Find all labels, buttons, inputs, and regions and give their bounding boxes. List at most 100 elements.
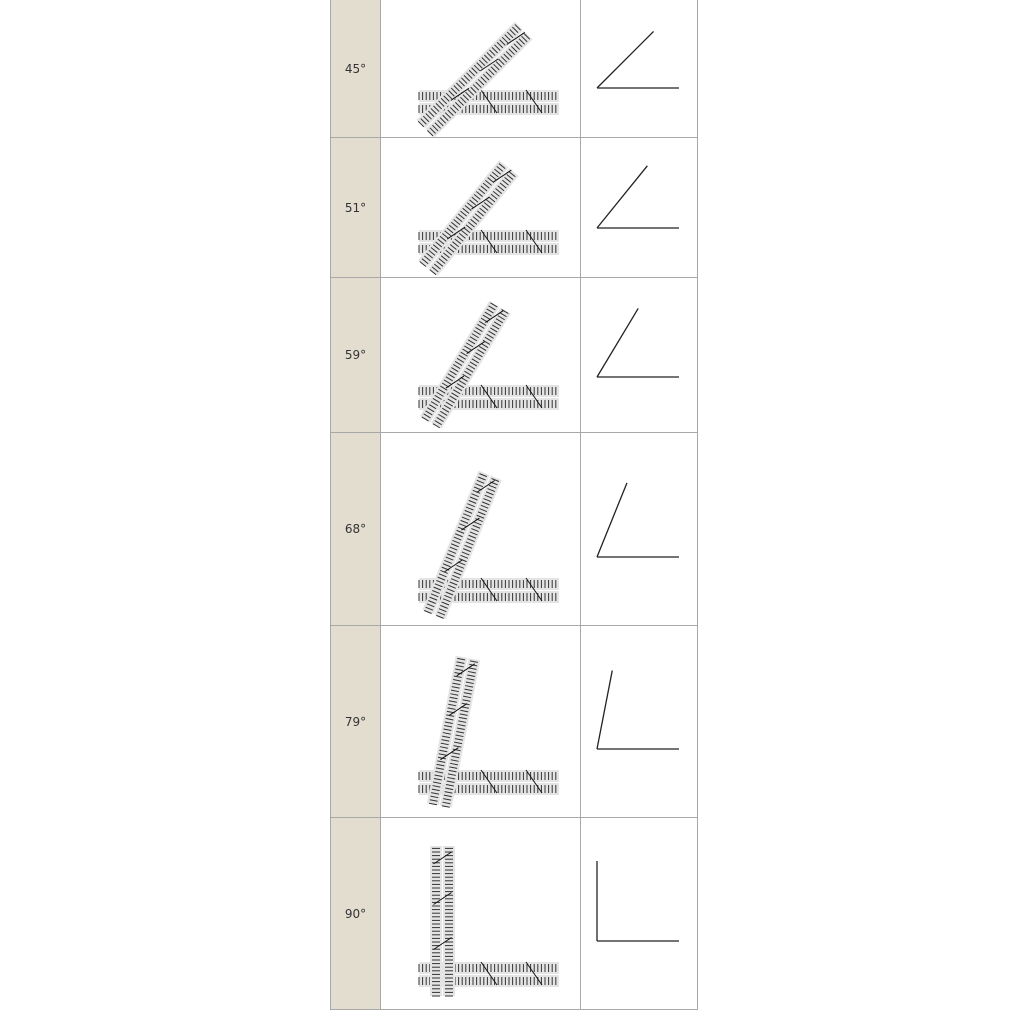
rail-tick bbox=[478, 320, 487, 326]
rail-tick bbox=[467, 339, 476, 345]
angle-svg bbox=[596, 165, 679, 229]
rail-tick bbox=[440, 385, 448, 391]
rail-tick bbox=[454, 568, 463, 573]
rail-tick bbox=[469, 660, 478, 663]
rail-tick bbox=[458, 354, 466, 360]
rail-tick bbox=[457, 213, 465, 220]
rail-tick bbox=[501, 36, 509, 44]
rail-tick bbox=[435, 770, 444, 774]
rail-tick bbox=[427, 407, 435, 413]
rail-tick bbox=[455, 533, 463, 538]
rail-tick bbox=[470, 86, 477, 94]
rail-tick bbox=[488, 305, 496, 311]
rail-tick bbox=[469, 531, 478, 536]
rail-tick bbox=[486, 333, 494, 339]
rail-tick bbox=[456, 357, 465, 363]
rail-tick bbox=[476, 514, 485, 519]
rail-tick bbox=[442, 598, 451, 603]
rail-tick bbox=[444, 791, 453, 794]
rail-tick bbox=[471, 196, 479, 203]
rail-tick bbox=[429, 269, 437, 276]
rail-tick bbox=[452, 682, 461, 686]
rail-tick bbox=[479, 473, 488, 478]
rail-tick bbox=[450, 693, 459, 696]
rail-tick bbox=[445, 401, 454, 407]
angle-svg bbox=[596, 670, 679, 750]
rail-tick bbox=[449, 107, 457, 114]
rail-tick bbox=[444, 594, 452, 599]
rail-tick bbox=[421, 258, 429, 265]
rail-tick bbox=[457, 99, 464, 106]
rail-tick bbox=[452, 748, 461, 752]
rail-tick bbox=[453, 679, 462, 682]
slash bbox=[506, 32, 526, 45]
rail-tick bbox=[466, 367, 474, 373]
rail-tick bbox=[449, 244, 457, 250]
rail-tick bbox=[434, 583, 443, 588]
rail-tick bbox=[460, 210, 468, 217]
rail-tick bbox=[454, 671, 463, 675]
rail-tick bbox=[432, 124, 439, 132]
rail-tick bbox=[430, 795, 439, 799]
angle-label: 51° bbox=[331, 138, 381, 277]
rail-tick bbox=[438, 100, 445, 107]
track-svg bbox=[418, 470, 559, 620]
slash bbox=[485, 310, 504, 323]
rail-tick bbox=[464, 688, 473, 692]
slash bbox=[476, 480, 495, 493]
slash bbox=[446, 226, 466, 240]
rail-tick bbox=[450, 578, 459, 583]
rail-tick bbox=[435, 102, 443, 110]
rail-tick bbox=[473, 521, 482, 526]
rail-tick bbox=[486, 308, 494, 314]
rail-tick bbox=[508, 48, 515, 55]
rail-tick bbox=[468, 69, 476, 77]
rail-tick bbox=[480, 342, 489, 348]
track-crossing-diagram bbox=[381, 0, 581, 137]
rail-tick bbox=[494, 44, 501, 51]
rail-tick bbox=[436, 763, 445, 767]
rail-tick bbox=[472, 489, 481, 494]
slash bbox=[448, 703, 468, 716]
rail-tick bbox=[487, 177, 495, 183]
rail-tick bbox=[454, 741, 463, 745]
rail-tick bbox=[490, 193, 498, 200]
rail-tick bbox=[485, 71, 492, 78]
rail-tick bbox=[453, 219, 461, 225]
rail-tick bbox=[452, 752, 461, 755]
rail-tick bbox=[439, 235, 447, 242]
rail-tick bbox=[419, 261, 427, 267]
rail-tick bbox=[456, 529, 465, 534]
rail-tick bbox=[432, 785, 441, 788]
rail-tick bbox=[495, 188, 503, 194]
rail-tick bbox=[434, 774, 443, 777]
rail-tick bbox=[428, 600, 436, 604]
rail-tick bbox=[431, 792, 440, 795]
rail-tick bbox=[459, 713, 468, 716]
rail-tick bbox=[516, 40, 523, 48]
rail-tick bbox=[449, 370, 457, 376]
rail-tick bbox=[480, 76, 487, 83]
slash bbox=[525, 89, 543, 114]
slash bbox=[480, 961, 498, 986]
rail-tick bbox=[440, 97, 448, 105]
angle-diagram bbox=[581, 433, 697, 625]
rail-tick bbox=[474, 213, 482, 220]
rail-tick bbox=[423, 413, 431, 419]
rail-tick bbox=[442, 801, 451, 805]
rail-tick bbox=[475, 81, 482, 89]
slash bbox=[480, 769, 498, 794]
angle-diagram bbox=[581, 138, 697, 277]
rail-tick bbox=[453, 85, 460, 92]
rail-tick bbox=[493, 321, 502, 327]
rail-tick bbox=[442, 114, 449, 122]
angle-arm-line bbox=[596, 30, 655, 89]
rail-tick bbox=[499, 39, 506, 46]
rail-tick bbox=[477, 476, 486, 481]
rail-tick bbox=[425, 113, 432, 120]
table-row: 45° bbox=[331, 0, 697, 138]
rail-tick bbox=[435, 767, 444, 770]
rail-tick bbox=[452, 241, 459, 248]
rail-tick bbox=[421, 416, 429, 422]
rail-tick bbox=[482, 314, 491, 320]
